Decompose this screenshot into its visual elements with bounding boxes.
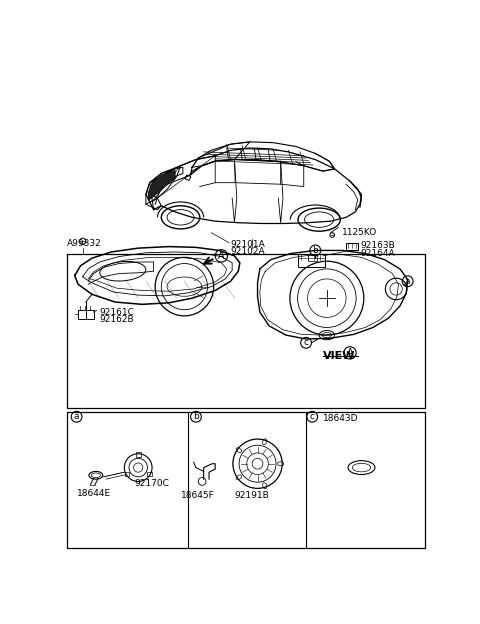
- Text: 18643D: 18643D: [323, 414, 359, 424]
- Text: 92163B: 92163B: [360, 241, 395, 250]
- Text: 92161C: 92161C: [100, 308, 134, 317]
- Text: VIEW: VIEW: [323, 351, 356, 361]
- Text: b: b: [193, 412, 199, 421]
- Text: 92164A: 92164A: [360, 249, 395, 258]
- Polygon shape: [148, 170, 175, 200]
- Bar: [124, 472, 129, 477]
- Text: c: c: [310, 412, 315, 421]
- Text: a: a: [405, 276, 410, 286]
- Text: 92101A: 92101A: [230, 240, 265, 250]
- Text: 1125KO: 1125KO: [341, 228, 377, 237]
- Text: b: b: [312, 246, 318, 255]
- Text: A: A: [218, 251, 225, 261]
- Bar: [67, 412, 425, 548]
- Text: 92162B: 92162B: [100, 315, 134, 324]
- Text: 92102A: 92102A: [230, 247, 265, 256]
- Bar: [299, 253, 325, 267]
- Bar: [147, 472, 152, 477]
- Text: 92170C: 92170C: [134, 479, 169, 488]
- Text: 18645F: 18645F: [181, 490, 215, 500]
- Bar: [308, 255, 317, 261]
- Bar: [78, 310, 94, 319]
- Text: A: A: [347, 348, 353, 358]
- Text: 18644E: 18644E: [76, 489, 110, 498]
- Text: c: c: [303, 338, 309, 348]
- Bar: [67, 253, 425, 407]
- Text: a: a: [74, 412, 79, 421]
- Bar: [136, 452, 141, 457]
- Text: A99332: A99332: [67, 239, 102, 248]
- Text: 92191B: 92191B: [235, 490, 270, 500]
